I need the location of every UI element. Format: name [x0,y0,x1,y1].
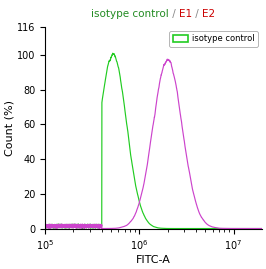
X-axis label: FITC-A: FITC-A [136,255,171,265]
Legend: isotype control: isotype control [169,31,258,47]
Text: /: / [169,9,179,19]
Y-axis label: Count (%): Count (%) [4,100,14,156]
Text: /: / [192,9,202,19]
Text: E1: E1 [179,9,192,19]
Text: E2: E2 [202,9,215,19]
Text: isotype control: isotype control [92,9,169,19]
